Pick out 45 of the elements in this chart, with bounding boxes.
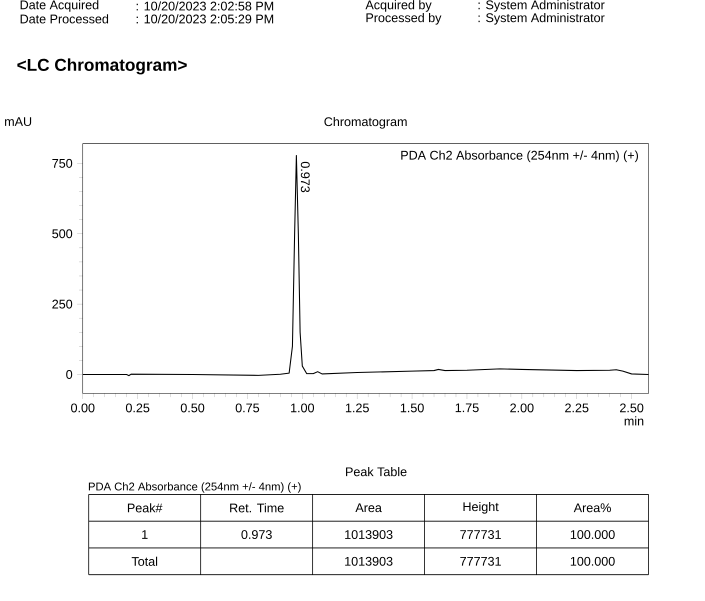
x-tick-label: 1.25 [346, 403, 369, 412]
text: Ret. Time [230, 502, 284, 512]
text: Area% [574, 503, 611, 512]
text: Peak# [128, 502, 162, 512]
text: Peak Table [346, 466, 407, 476]
text: : 10/20/2023 2:02:58 PM [136, 1, 274, 10]
text: 1013903 [345, 556, 392, 566]
x-tick-label: 0.75 [236, 403, 260, 412]
x-tick-label: 2.50 [620, 403, 644, 412]
y-tick-label: 0 [66, 370, 72, 379]
text: : System Administrator [478, 12, 605, 24]
text: PDA Ch2 Absorbance (254nm +/- 4nm) (+) [88, 482, 301, 493]
text: Total [132, 556, 158, 566]
y-tick-label: 750 [52, 158, 72, 168]
x-tick-label: 0.25 [126, 403, 150, 412]
y-tick-label: 250 [52, 299, 72, 308]
text: 1 [142, 530, 148, 539]
x-tick-label: 1.50 [400, 403, 424, 412]
text: Height [463, 502, 499, 514]
x-tick-label: 0.50 [180, 403, 204, 412]
text: 777731 [460, 556, 501, 566]
x-tick-label: 2.25 [565, 403, 588, 412]
text: 1013903 [345, 530, 392, 539]
y-tick-label: 500 [52, 229, 72, 238]
text: 777731 [460, 530, 501, 539]
text: Date Acquired [20, 0, 98, 12]
chart-title: Chromatogram [324, 116, 407, 128]
text: <LC Chromatogram> [17, 58, 187, 74]
text: Processed by [366, 12, 442, 24]
text: 100.000 [570, 530, 615, 539]
text: : 10/20/2023 2:05:29 PM [136, 14, 274, 24]
text: 100.000 [570, 556, 615, 566]
x-tick-label: 2.00 [510, 403, 534, 412]
text: 0.973 [241, 530, 272, 539]
y-axis-title: mAU [5, 117, 32, 126]
x-axis-title: min [624, 416, 644, 426]
annotation: 0.973 [300, 162, 310, 192]
text: Acquired by [365, 0, 432, 12]
text: Date Processed [20, 14, 108, 24]
x-tick-label: 1.75 [456, 403, 479, 412]
text: : System Administrator [478, 0, 605, 12]
text: Area [355, 503, 382, 512]
text: PDA Ch2 Absorbance (254nm +/- 4nm) (+) [401, 150, 638, 162]
x-tick-label: 1.00 [291, 403, 314, 412]
x-tick-label: 0.00 [71, 403, 94, 412]
